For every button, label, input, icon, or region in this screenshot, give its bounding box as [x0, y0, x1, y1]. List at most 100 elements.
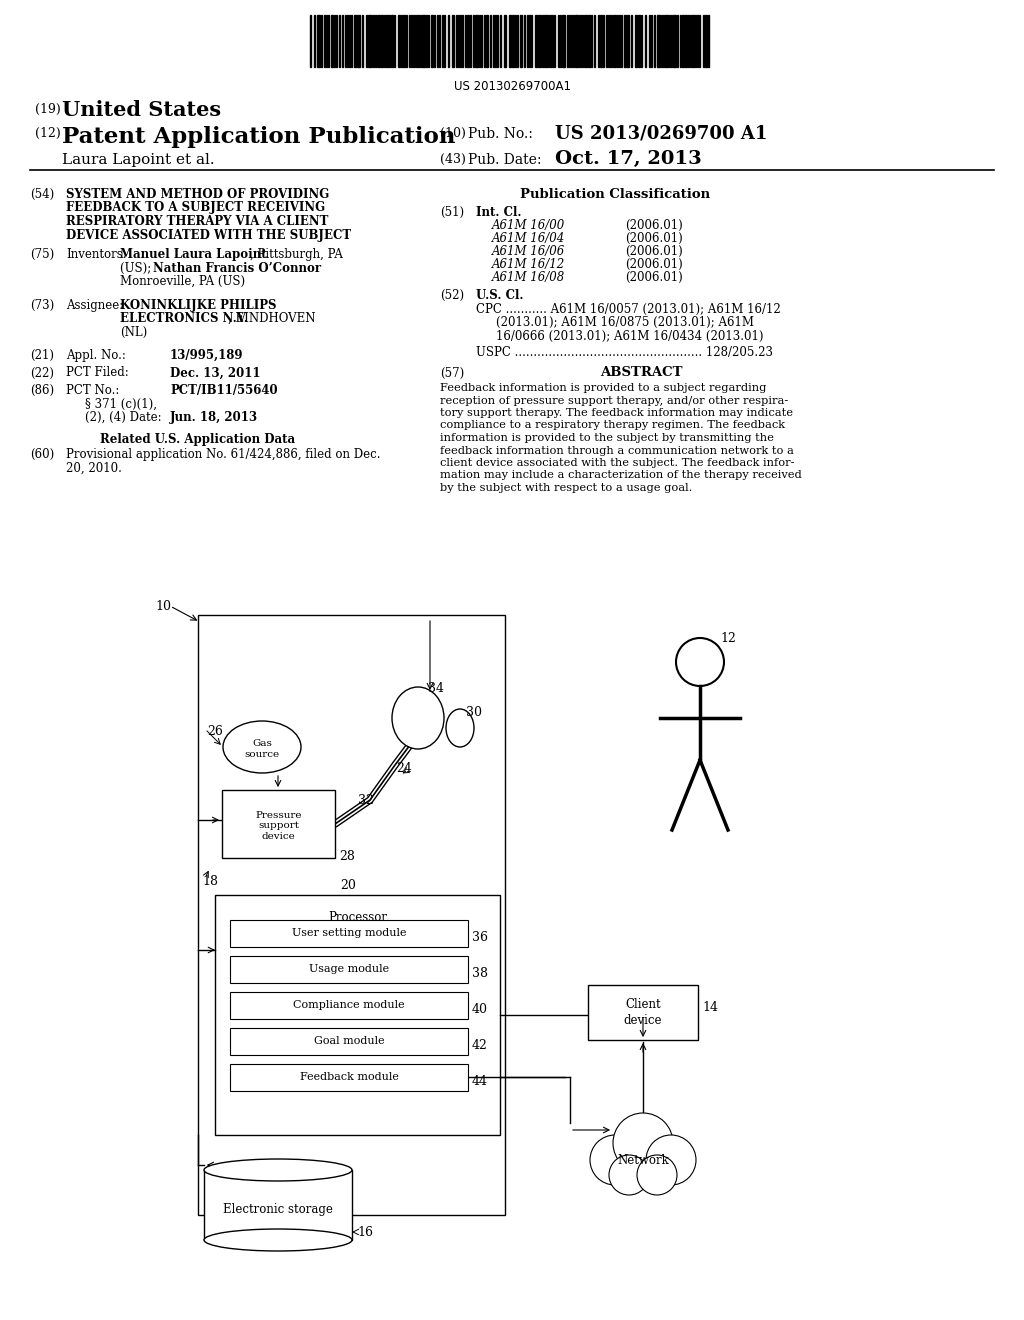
- Bar: [627, 15, 629, 67]
- Bar: [588, 985, 698, 1040]
- Bar: [230, 956, 468, 983]
- Bar: [467, 15, 469, 67]
- Bar: [504, 15, 506, 67]
- Text: U.S. Cl.: U.S. Cl.: [476, 289, 523, 302]
- Bar: [391, 15, 393, 67]
- Bar: [657, 15, 660, 67]
- Text: 16: 16: [357, 1225, 373, 1238]
- Text: Int. Cl.: Int. Cl.: [476, 206, 521, 219]
- Text: 24: 24: [396, 762, 412, 775]
- Text: (12): (12): [35, 127, 60, 140]
- Text: 42: 42: [472, 1039, 487, 1052]
- Text: 36: 36: [472, 931, 488, 944]
- Text: (57): (57): [440, 367, 464, 380]
- Text: PCT/IB11/55640: PCT/IB11/55640: [170, 384, 278, 397]
- Bar: [398, 15, 400, 67]
- Text: (86): (86): [30, 384, 54, 397]
- Bar: [417, 15, 419, 67]
- Text: , Pittsburgh, PA: , Pittsburgh, PA: [250, 248, 343, 261]
- Bar: [614, 15, 616, 67]
- Text: (51): (51): [440, 206, 464, 219]
- Bar: [509, 15, 511, 67]
- Bar: [422, 15, 425, 67]
- Text: A61M 16/12: A61M 16/12: [492, 257, 565, 271]
- Ellipse shape: [204, 1159, 352, 1181]
- Bar: [673, 15, 676, 67]
- Text: Feedback information is provided to a subject regarding: Feedback information is provided to a su…: [440, 383, 766, 393]
- Text: 16/0666 (2013.01); A61M 16/0434 (2013.01): 16/0666 (2013.01); A61M 16/0434 (2013.01…: [496, 330, 764, 342]
- Bar: [378, 15, 380, 67]
- Bar: [317, 15, 319, 67]
- Bar: [638, 15, 640, 67]
- Text: 28: 28: [339, 850, 355, 863]
- Bar: [230, 993, 468, 1019]
- Text: PCT Filed:: PCT Filed:: [66, 367, 129, 380]
- Text: Monroeville, PA (US): Monroeville, PA (US): [120, 275, 245, 288]
- Text: tory support therapy. The feedback information may indicate: tory support therapy. The feedback infor…: [440, 408, 793, 418]
- Text: Gas
source: Gas source: [245, 739, 280, 759]
- Bar: [520, 15, 522, 67]
- Text: Dec. 13, 2011: Dec. 13, 2011: [170, 367, 260, 380]
- Bar: [538, 15, 540, 67]
- Ellipse shape: [392, 686, 444, 748]
- Text: Feedback module: Feedback module: [300, 1072, 398, 1082]
- Text: 14: 14: [702, 1001, 718, 1014]
- Text: A61M 16/06: A61M 16/06: [492, 246, 565, 257]
- Text: User setting module: User setting module: [292, 928, 407, 939]
- Ellipse shape: [223, 721, 301, 774]
- Text: (19): (19): [35, 103, 60, 116]
- Text: feedback information through a communication network to a: feedback information through a communica…: [440, 446, 794, 455]
- Text: compliance to a respiratory therapy regimen. The feedback: compliance to a respiratory therapy regi…: [440, 421, 785, 430]
- Text: Appl. No.:: Appl. No.:: [66, 348, 126, 362]
- Bar: [431, 15, 433, 67]
- Bar: [357, 15, 360, 67]
- Text: RESPIRATORY THERAPY VIA A CLIENT: RESPIRATORY THERAPY VIA A CLIENT: [66, 215, 329, 228]
- Text: Client
device: Client device: [624, 998, 663, 1027]
- Bar: [588, 15, 590, 67]
- Text: (73): (73): [30, 298, 54, 312]
- Bar: [665, 15, 668, 67]
- Text: Related U.S. Application Data: Related U.S. Application Data: [100, 433, 295, 446]
- Bar: [585, 15, 587, 67]
- Text: 34: 34: [428, 682, 444, 696]
- Bar: [486, 15, 488, 67]
- Text: Patent Application Publication: Patent Application Publication: [62, 125, 456, 148]
- Text: (2013.01); A61M 16/0875 (2013.01); A61M: (2013.01); A61M 16/0875 (2013.01); A61M: [496, 315, 754, 329]
- Text: Nathan Francis O’Connor: Nathan Francis O’Connor: [153, 261, 322, 275]
- Text: information is provided to the subject by transmitting the: information is provided to the subject b…: [440, 433, 774, 444]
- Text: KONINKLIJKE PHILIPS: KONINKLIJKE PHILIPS: [120, 298, 276, 312]
- Text: (NL): (NL): [120, 326, 147, 338]
- Text: (2006.01): (2006.01): [625, 219, 683, 232]
- Circle shape: [590, 1135, 640, 1185]
- Bar: [475, 15, 478, 67]
- Bar: [331, 15, 333, 67]
- Text: ELECTRONICS N.V.: ELECTRONICS N.V.: [120, 312, 248, 325]
- Text: mation may include a characterization of the therapy received: mation may include a characterization of…: [440, 470, 802, 480]
- Text: DEVICE ASSOCIATED WITH THE SUBJECT: DEVICE ASSOCIATED WITH THE SUBJECT: [66, 228, 351, 242]
- Text: (2006.01): (2006.01): [625, 271, 683, 284]
- Text: Usage module: Usage module: [309, 965, 389, 974]
- Text: Processor: Processor: [328, 911, 387, 924]
- Bar: [230, 920, 468, 946]
- Text: 13/995,189: 13/995,189: [170, 348, 244, 362]
- Text: Jun. 18, 2013: Jun. 18, 2013: [170, 411, 258, 424]
- Text: CPC ........... A61M 16/0057 (2013.01); A61M 16/12: CPC ........... A61M 16/0057 (2013.01); …: [476, 302, 780, 315]
- Text: Pub. No.:: Pub. No.:: [468, 127, 532, 141]
- Text: Provisional application No. 61/424,886, filed on Dec.: Provisional application No. 61/424,886, …: [66, 447, 381, 461]
- Text: (2006.01): (2006.01): [625, 257, 683, 271]
- Text: Goal module: Goal module: [313, 1036, 384, 1047]
- Text: A61M 16/00: A61M 16/00: [492, 219, 565, 232]
- Text: client device associated with the subject. The feedback infor-: client device associated with the subjec…: [440, 458, 795, 469]
- Circle shape: [646, 1135, 696, 1185]
- Bar: [368, 15, 371, 67]
- Text: (21): (21): [30, 348, 54, 362]
- Text: PCT No.:: PCT No.:: [66, 384, 120, 397]
- Text: (10): (10): [440, 127, 466, 140]
- Text: Electronic storage: Electronic storage: [223, 1204, 333, 1217]
- Text: (43): (43): [440, 153, 466, 166]
- Text: USPC .................................................. 128/205.23: USPC ...................................…: [476, 346, 773, 359]
- Text: reception of pressure support therapy, and/or other respira-: reception of pressure support therapy, a…: [440, 396, 788, 405]
- Circle shape: [609, 1155, 649, 1195]
- Text: (60): (60): [30, 447, 54, 461]
- Text: 20: 20: [340, 879, 356, 892]
